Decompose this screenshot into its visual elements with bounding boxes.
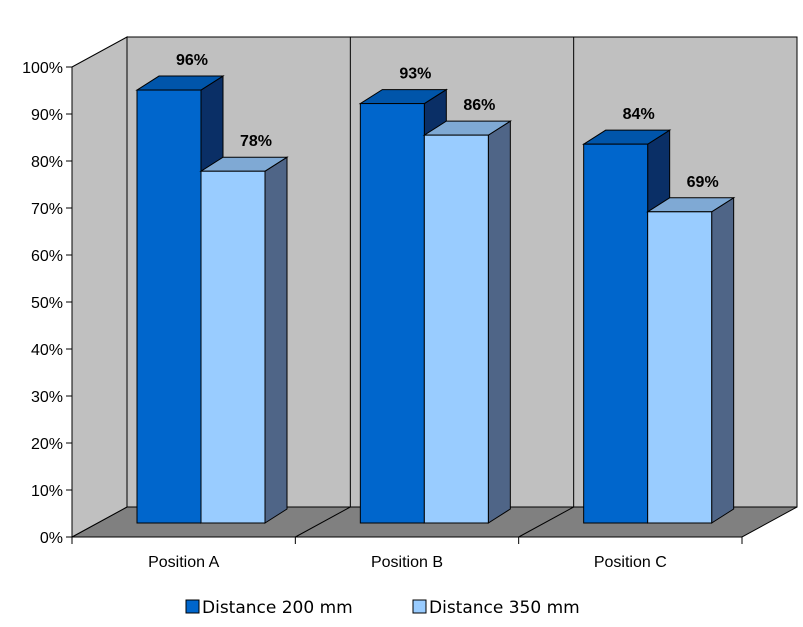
x-axis: Position A Position B Position C bbox=[71, 536, 743, 571]
y-tick-label: 70% bbox=[31, 201, 63, 218]
y-tick-label: 60% bbox=[31, 248, 63, 265]
data-label: 86% bbox=[463, 97, 495, 114]
y-tick-label: 30% bbox=[31, 389, 63, 406]
bar-front bbox=[423, 134, 489, 524]
bar-front bbox=[583, 143, 649, 524]
legend: Distance 200 mm Distance 350 mm bbox=[185, 598, 580, 618]
bar-distance-350-2 bbox=[645, 196, 736, 524]
bar-side bbox=[487, 120, 511, 524]
floor-divider bbox=[518, 506, 574, 538]
legend-swatch bbox=[185, 599, 200, 614]
x-category-label: Position B bbox=[371, 554, 443, 571]
x-category-label: Position A bbox=[148, 554, 219, 571]
y-tick-label: 80% bbox=[31, 154, 63, 171]
data-label: 96% bbox=[176, 52, 208, 69]
gridlines bbox=[295, 37, 575, 538]
bar-side bbox=[711, 196, 735, 524]
data-label: 78% bbox=[240, 133, 272, 150]
legend-swatch bbox=[412, 599, 427, 614]
y-tick-label: 90% bbox=[31, 107, 63, 124]
bar-front bbox=[136, 89, 202, 524]
y-tick-label: 10% bbox=[31, 483, 63, 500]
y-tick-label: 100% bbox=[22, 60, 63, 77]
bars bbox=[135, 75, 736, 524]
bar-distance-350-0 bbox=[199, 156, 289, 524]
bar-distance-350-1 bbox=[422, 120, 513, 524]
data-label: 84% bbox=[623, 106, 655, 123]
floor-divider bbox=[295, 506, 351, 538]
x-category-label: Position C bbox=[594, 554, 667, 571]
y-tick-label: 40% bbox=[31, 342, 63, 359]
bar-side bbox=[264, 156, 288, 524]
y-axis: 0% 10% 20% 30% 40% 50% 60% 70% 80% 90% 100% bbox=[22, 60, 73, 547]
bar-front bbox=[200, 170, 266, 524]
data-labels: 96% 78% 93% 86% 84% 69% bbox=[176, 52, 719, 191]
bar-front bbox=[647, 211, 713, 524]
data-label: 93% bbox=[399, 66, 431, 83]
chart-side-wall bbox=[71, 36, 128, 538]
y-tick-label: 20% bbox=[31, 436, 63, 453]
data-label: 69% bbox=[687, 174, 719, 191]
y-tick-label: 0% bbox=[40, 530, 63, 547]
y-tick-label: 50% bbox=[31, 295, 63, 312]
bar-front bbox=[359, 103, 425, 524]
legend-label: Distance 200 mm bbox=[202, 598, 353, 618]
legend-label: Distance 350 mm bbox=[429, 598, 580, 618]
